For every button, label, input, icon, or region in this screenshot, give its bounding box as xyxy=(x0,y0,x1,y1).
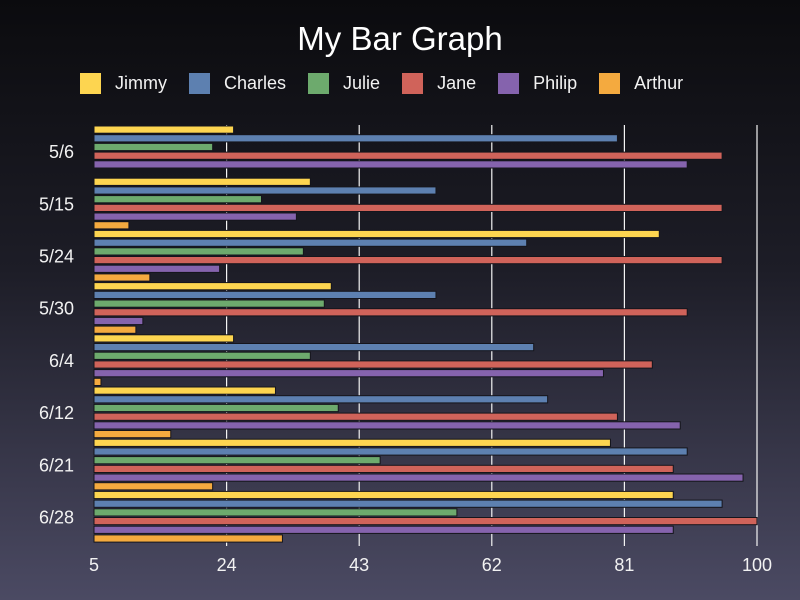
bar-charles xyxy=(93,343,535,352)
bar-julie xyxy=(93,456,381,465)
bar-philip xyxy=(93,264,221,273)
x-tick-label: 100 xyxy=(742,555,772,575)
x-tick-label: 43 xyxy=(349,555,369,575)
y-tick-label: 5/6 xyxy=(49,142,74,162)
legend-item-jane: Jane xyxy=(402,72,477,94)
legend-item-arthur: Arthur xyxy=(599,72,684,94)
legend: Jimmy Charles Julie Jane Philip Arthur xyxy=(80,68,705,98)
legend-item-julie: Julie xyxy=(308,72,381,94)
bar-julie xyxy=(93,299,325,308)
bar-julie xyxy=(93,403,339,413)
bar-charles xyxy=(93,395,549,404)
legend-swatch xyxy=(498,72,520,94)
y-tick-label: 5/24 xyxy=(39,247,74,267)
bar-arthur xyxy=(93,482,214,491)
bar-arthur xyxy=(93,377,102,386)
legend-swatch xyxy=(308,72,330,94)
y-tick-label: 6/12 xyxy=(39,403,74,423)
x-tick-label: 24 xyxy=(217,555,237,575)
bar-philip xyxy=(93,212,297,221)
bar-jimmy xyxy=(93,125,235,134)
bar-jane xyxy=(93,360,653,369)
y-tick-label: 5/30 xyxy=(39,299,74,319)
bar-jimmy xyxy=(93,177,311,186)
bar-philip xyxy=(93,369,604,378)
x-tick-label: 5 xyxy=(89,555,99,575)
bar-jimmy xyxy=(93,490,674,500)
bar-arthur xyxy=(93,273,151,282)
y-tick-label: 6/28 xyxy=(39,508,74,528)
bar-jimmy xyxy=(93,229,660,239)
x-tick-label: 81 xyxy=(614,555,634,575)
bar-philip xyxy=(93,316,144,326)
legend-label: Julie xyxy=(343,72,381,93)
legend-label: Philip xyxy=(533,72,578,93)
legend-swatch xyxy=(80,72,101,94)
bar-jimmy xyxy=(93,282,332,291)
bar-philip xyxy=(93,525,674,534)
bar-jane xyxy=(93,151,723,160)
legend-label: Jimmy xyxy=(115,72,167,93)
bar-charles xyxy=(93,238,528,247)
bar-jane xyxy=(93,412,618,421)
bar-jane xyxy=(93,308,688,317)
bar-arthur xyxy=(93,430,172,439)
legend-item-charles: Charles xyxy=(189,72,287,94)
bar-charles xyxy=(93,186,437,195)
bar-charles xyxy=(93,290,437,299)
legend-item-jimmy: Jimmy xyxy=(80,72,167,94)
bar-jane xyxy=(93,517,758,526)
bar-charles xyxy=(93,499,723,508)
bar-philip xyxy=(93,160,688,169)
legend-item-philip: Philip xyxy=(498,72,578,94)
bar-jane xyxy=(93,256,723,265)
legend-swatch xyxy=(402,72,424,94)
bar-jane xyxy=(93,203,723,213)
bar-arthur xyxy=(93,221,130,230)
bar-jane xyxy=(93,464,674,473)
bar-jimmy xyxy=(93,334,235,343)
bar-jimmy xyxy=(93,386,276,395)
legend-swatch xyxy=(599,72,621,94)
bar-julie xyxy=(93,351,311,360)
bar-arthur xyxy=(93,534,283,543)
legend-label: Jane xyxy=(437,72,477,93)
bar-arthur xyxy=(93,325,137,334)
bar-julie xyxy=(93,508,458,517)
legend-swatch xyxy=(189,72,210,94)
bar-philip xyxy=(93,421,681,430)
chart-title: My Bar Graph xyxy=(297,20,503,57)
y-tick-label: 6/4 xyxy=(49,351,74,371)
y-tick-label: 6/21 xyxy=(39,455,74,475)
legend-label: Arthur xyxy=(634,72,684,93)
y-tick-label: 5/15 xyxy=(39,194,74,214)
bar-jimmy xyxy=(93,438,611,447)
bar-julie xyxy=(93,195,262,204)
bar-philip xyxy=(93,473,744,482)
bar-julie xyxy=(93,142,214,152)
bar-charles xyxy=(93,134,618,143)
bar-charles xyxy=(93,447,688,456)
legend-label: Charles xyxy=(224,72,287,93)
bar-julie xyxy=(93,247,304,256)
x-tick-label: 62 xyxy=(482,555,502,575)
